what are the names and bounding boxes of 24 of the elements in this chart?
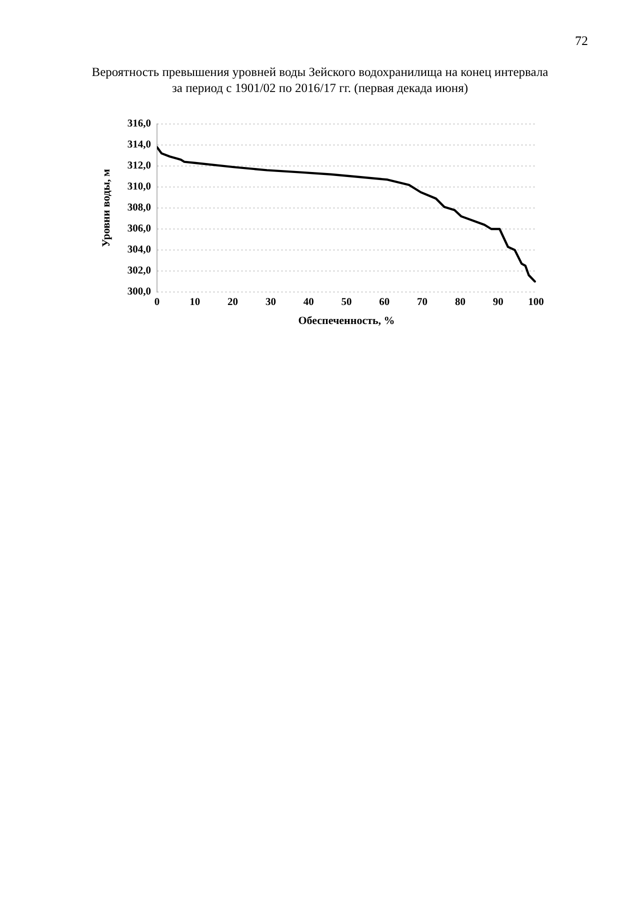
x-tick-label: 40	[303, 297, 314, 308]
x-tick-label: 0	[154, 297, 160, 308]
x-tick-label: 60	[379, 297, 390, 308]
x-tick-label: 80	[454, 297, 466, 308]
x-tick-label: 20	[228, 297, 238, 308]
y-tick-label: 316,0	[127, 118, 151, 130]
y-tick-label: 312,0	[127, 160, 151, 172]
chart-title: Вероятность превышения уровней воды Зейского водохранилища на конец интервала за период с 1901/02 по 2016/17 гг. (первая декада июня)	[90, 64, 550, 96]
x-tick-label: 50	[341, 297, 352, 308]
y-axis-title: Уровни воды, м	[100, 168, 112, 248]
text: 72	[575, 33, 588, 49]
x-tick-label: 30	[265, 297, 276, 308]
y-tick-label: 314,0	[127, 140, 151, 151]
y-tick-label: 304,0	[127, 244, 151, 256]
y-tick-label: 310,0	[127, 182, 151, 193]
x-tick-label: 90	[492, 297, 504, 308]
y-tick-label: 308,0	[127, 202, 151, 214]
y-tick-label: 302,0	[127, 266, 151, 277]
x-axis-title: Обеспеченность, %	[298, 315, 395, 328]
y-tick-label: 306,0	[127, 224, 151, 235]
x-tick-label: 100	[528, 297, 544, 308]
x-tick-label: 70	[417, 297, 428, 308]
x-tick-label: 10	[190, 297, 200, 308]
y-tick-label: 300,0	[127, 286, 151, 298]
